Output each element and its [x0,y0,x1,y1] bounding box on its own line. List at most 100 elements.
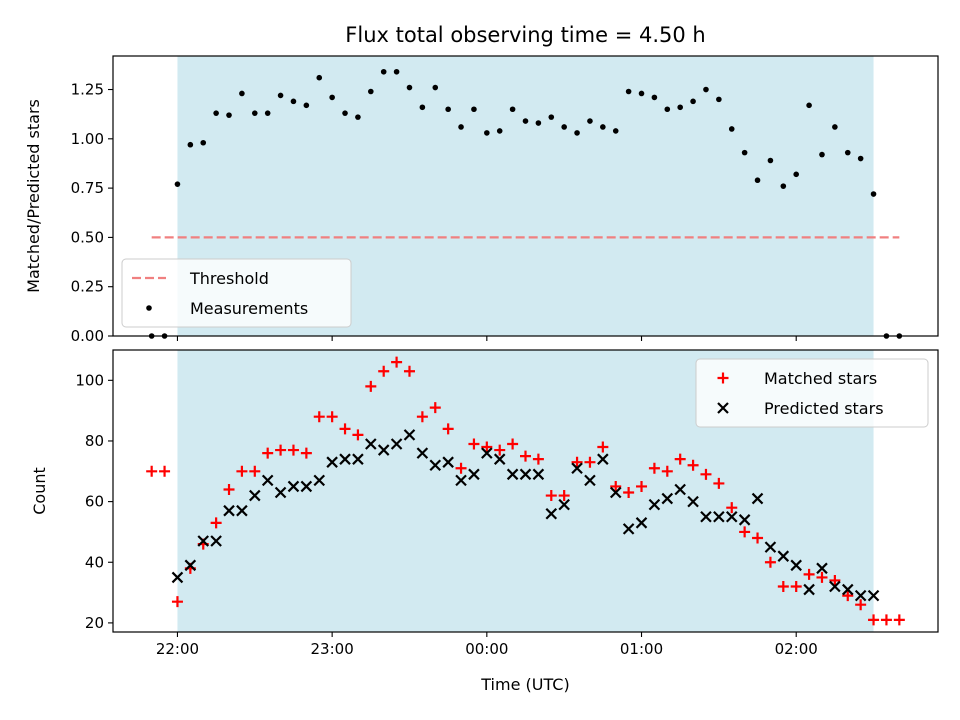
matched-star-marker [520,450,531,462]
y-axis-label: Count [30,467,49,515]
measurement-point [355,114,361,120]
measurement-point [432,84,439,91]
measurement-point [703,86,709,93]
predicted-star-marker [597,453,609,465]
matched-star-marker [262,447,274,459]
x-axis-label: Time (UTC) [480,675,569,694]
predicted-star-marker [455,474,467,487]
matched-star-marker [326,411,338,423]
legend-matched-swatch [717,372,729,384]
measurement-point [806,102,812,109]
predicted-star-marker [236,504,248,517]
predicted-star-marker [571,462,583,475]
matched-star-marker [416,411,428,423]
matched-star-marker [777,581,789,593]
predicted-star-marker [854,589,867,602]
predicted-star-marker [506,468,519,481]
predicted-star-marker [713,510,725,523]
matched-star-marker [494,444,506,456]
measurement-point [226,112,232,118]
matched-star-marker [365,380,377,392]
measurement-point [471,106,477,113]
measurement-point [445,106,451,113]
measurement-point [406,84,413,91]
matched-star-marker [855,599,867,611]
x-tick-label: 02:00 [775,640,818,658]
matched-star-marker [313,411,325,423]
matched-star-marker [674,453,686,465]
series-matched-stars [146,356,905,626]
matched-star-marker [287,444,299,456]
measurement-point [844,149,851,156]
predicted-star-marker [313,474,326,487]
matched-star-marker [481,441,493,453]
matched-star-marker [687,459,699,471]
measurement-point [819,151,825,158]
measurement-point [535,120,542,126]
measurement-point [277,92,284,99]
chart-title: Flux total observing time = 4.50 h [345,23,705,47]
matched-star-marker [429,402,441,414]
y-tick-label: 1.25 [71,81,104,99]
measurement-point [741,149,748,156]
legend-box [121,258,352,328]
legend-label: Threshold [189,269,269,288]
predicted-star-marker [841,583,854,596]
matched-star-marker [352,429,364,441]
predicted-star-marker [390,438,403,450]
measurement-point [290,98,297,105]
measurement-point [664,106,671,113]
x-tick-label: 23:00 [311,640,354,658]
y-tick-label: 60 [85,493,104,511]
matched-star-marker [868,614,880,626]
x-tick-label: 01:00 [620,640,663,658]
matched-star-marker [339,423,351,435]
measurement-point [600,124,606,130]
predicted-star-marker [790,559,802,572]
predicted-star-marker [609,486,622,499]
measurement-point [329,94,335,101]
predicted-star-marker [545,507,558,520]
matched-star-marker [880,614,892,626]
measurement-point [368,88,374,95]
measurement-point [612,128,619,134]
matched-star-marker [275,444,287,456]
matched-star-marker [713,477,725,489]
legend-box [695,358,929,428]
predicted-star-marker [867,589,880,602]
measurement-point [251,110,258,116]
legend-label: Matched stars [764,369,877,388]
measurement-point [342,110,348,116]
predicted-star-marker [171,571,184,584]
predicted-star-marker [687,495,699,508]
predicted-star-marker [558,498,570,511]
predicted-star-marker [738,514,751,526]
matched-star-marker [455,462,467,474]
measurement-point [548,114,555,120]
x-tick-label: 00:00 [465,640,508,658]
matched-star-marker [829,574,841,586]
predicted-star-marker [661,492,674,505]
predicted-star-marker [429,459,442,472]
predicted-star-marker [287,480,300,493]
predicted-star-marker [803,583,815,596]
measurement-point [857,155,864,162]
x-tick-label: 22:00 [156,640,199,658]
predicted-star-marker [249,489,261,502]
matched-star-marker [790,581,802,593]
predicted-star-marker [493,453,506,465]
predicted-star-marker [532,468,545,481]
matched-star-marker [764,556,776,568]
measurement-point [187,141,194,148]
matched-star-marker [584,456,596,468]
measurement-point [419,104,426,111]
measurement-point [651,94,658,101]
measurement-point [587,118,593,124]
measurement-point [574,130,580,136]
matched-star-marker [545,490,557,502]
measurement-point [316,74,323,81]
measurement-point [690,98,696,105]
predicted-star-marker [261,474,274,487]
matched-star-marker [739,526,751,538]
